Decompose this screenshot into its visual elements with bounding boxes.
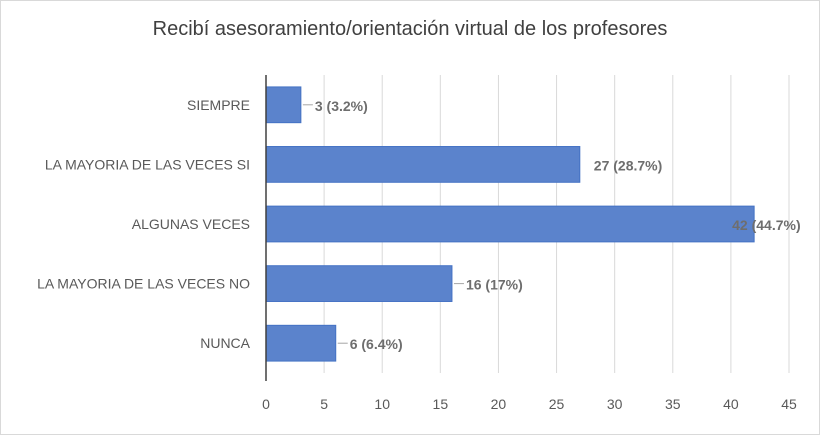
data-label: 27 (28.7%) (594, 157, 662, 173)
category-label: NUNCA (200, 335, 250, 351)
bar (265, 146, 581, 183)
bar (265, 265, 453, 302)
bar (265, 205, 755, 243)
x-tick-label: 10 (374, 396, 390, 412)
x-tick-label: 30 (607, 396, 623, 412)
category-label: LA MAYORIA DE LAS VECES NO (37, 276, 250, 292)
data-label: 6 (6.4%) (350, 336, 403, 352)
bars (265, 86, 755, 362)
x-tick-label: 25 (549, 396, 565, 412)
x-tick-label: 15 (433, 396, 449, 412)
labels: 0 5 10 15 20 25 30 35 40 45 SIEMPRE 3 (3.2%) LA MAYO… (37, 97, 801, 412)
x-tick-label: 5 (320, 396, 328, 412)
x-tick-label: 35 (665, 396, 681, 412)
data-label: 42 (44.7%) (732, 217, 800, 233)
x-tick-label: 0 (262, 396, 270, 412)
category-label: ALGUNAS VECES (132, 216, 250, 232)
bar (265, 86, 302, 124)
category-label: LA MAYORIA DE LAS VECES SI (45, 156, 250, 172)
x-tick-label: 45 (781, 396, 797, 412)
chart-title: Recibí asesoramiento/orientación virtual… (152, 18, 668, 40)
x-tick-label: 40 (723, 396, 739, 412)
data-label: 3 (3.2%) (315, 98, 368, 114)
x-tick-label: 20 (491, 396, 507, 412)
data-label: 16 (17%) (466, 277, 523, 293)
bar (265, 324, 337, 362)
category-label: SIEMPRE (187, 97, 250, 113)
